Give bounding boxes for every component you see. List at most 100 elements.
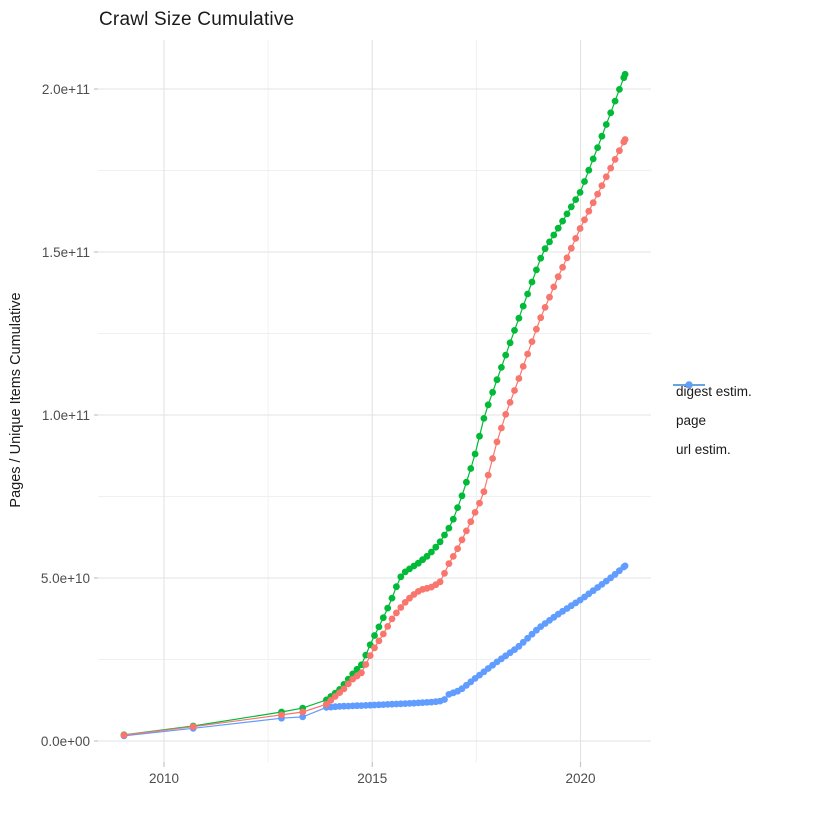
data-point [388, 615, 396, 623]
data-point [559, 263, 566, 271]
data-point [515, 375, 523, 382]
x-tick-label: 2015 [357, 771, 387, 786]
data-point [572, 196, 580, 204]
data-point [432, 543, 440, 551]
data-point [371, 644, 378, 652]
data-point [428, 548, 435, 556]
series-digest-estim- [120, 136, 629, 739]
data-point [581, 216, 588, 224]
data-point [607, 164, 615, 172]
data-point [480, 488, 488, 496]
series-url-estim- [120, 562, 629, 740]
data-point [454, 504, 461, 511]
data-point [445, 560, 453, 567]
data-point [445, 524, 453, 532]
data-point [616, 86, 623, 93]
data-point [458, 492, 466, 500]
data-point [480, 415, 488, 422]
data-point [299, 708, 307, 716]
data-point [519, 638, 527, 646]
legend-label: digest estim. [676, 384, 752, 399]
data-point [502, 351, 510, 359]
data-point [299, 713, 307, 721]
data-point [401, 599, 409, 606]
data-point [484, 471, 492, 479]
data-point [331, 693, 339, 700]
data-point [581, 178, 588, 185]
data-point [550, 231, 558, 239]
x-tick-label: 2010 [149, 771, 179, 786]
data-point [602, 121, 610, 128]
data-point [594, 144, 601, 152]
data-point [528, 338, 536, 345]
data-point [441, 569, 448, 577]
data-point [489, 455, 496, 462]
data-point [550, 283, 558, 291]
axis-tick-labels: 2010 2015 2020 0.0e+00 5.0e+10 1.0e+11 1.5e+11… [41, 82, 596, 786]
data-point [375, 637, 383, 645]
data-point [493, 438, 501, 446]
data-point [189, 723, 197, 731]
data-point [393, 609, 400, 617]
data-point [476, 499, 483, 507]
data-point [498, 424, 505, 432]
data-point [471, 450, 479, 458]
data-point [541, 304, 549, 311]
data-point [384, 604, 392, 612]
data-point [441, 696, 448, 703]
gridlines [98, 40, 651, 762]
data-point [576, 225, 584, 232]
data-point [607, 109, 615, 117]
legend-label: url estim. [676, 442, 731, 457]
data-point [598, 182, 606, 190]
legend-item-url: url estim. [670, 381, 752, 464]
data-point [528, 278, 536, 286]
axis-ticks [94, 88, 582, 767]
data-point [611, 97, 619, 105]
data-point [458, 536, 466, 544]
data-point [506, 399, 514, 406]
y-tick-label: 1.5e+11 [42, 245, 90, 260]
data-point [533, 325, 540, 333]
data-point [515, 642, 523, 650]
data-point [454, 545, 461, 553]
data-point [484, 401, 492, 409]
data-point [563, 254, 571, 262]
data-point [323, 700, 330, 708]
y-axis-title: Pages / Unique Items Cumulative [8, 292, 24, 508]
data-point [546, 238, 553, 246]
data-point [379, 614, 387, 622]
data-point [524, 290, 531, 298]
data-point [463, 478, 470, 486]
data-point [585, 166, 593, 174]
data-point [467, 518, 475, 526]
data-point [436, 578, 444, 586]
data-point [528, 630, 536, 638]
chart-title: Crawl Size Cumulative [99, 9, 295, 30]
legend-label: page [676, 413, 707, 428]
data-point [502, 411, 510, 418]
data-point [463, 527, 470, 535]
data-point [567, 244, 575, 252]
data-point [559, 217, 566, 225]
data-point [611, 156, 619, 163]
data-point [524, 350, 531, 358]
data-point [621, 136, 629, 143]
data-point [585, 207, 593, 215]
data-point [589, 155, 597, 163]
data-point [493, 376, 501, 384]
data-point [621, 562, 629, 570]
data-point [379, 630, 387, 638]
data-point [449, 553, 457, 560]
data-point [327, 696, 335, 704]
data-point [616, 147, 623, 155]
y-tick-label: 2.0e+11 [42, 82, 90, 97]
data-point [519, 363, 527, 370]
data-point [511, 327, 518, 334]
data-point [384, 623, 392, 630]
data-point [388, 594, 396, 602]
y-tick-label: 0.0e+00 [41, 734, 90, 749]
data-point [563, 210, 571, 218]
data-point [576, 189, 584, 196]
